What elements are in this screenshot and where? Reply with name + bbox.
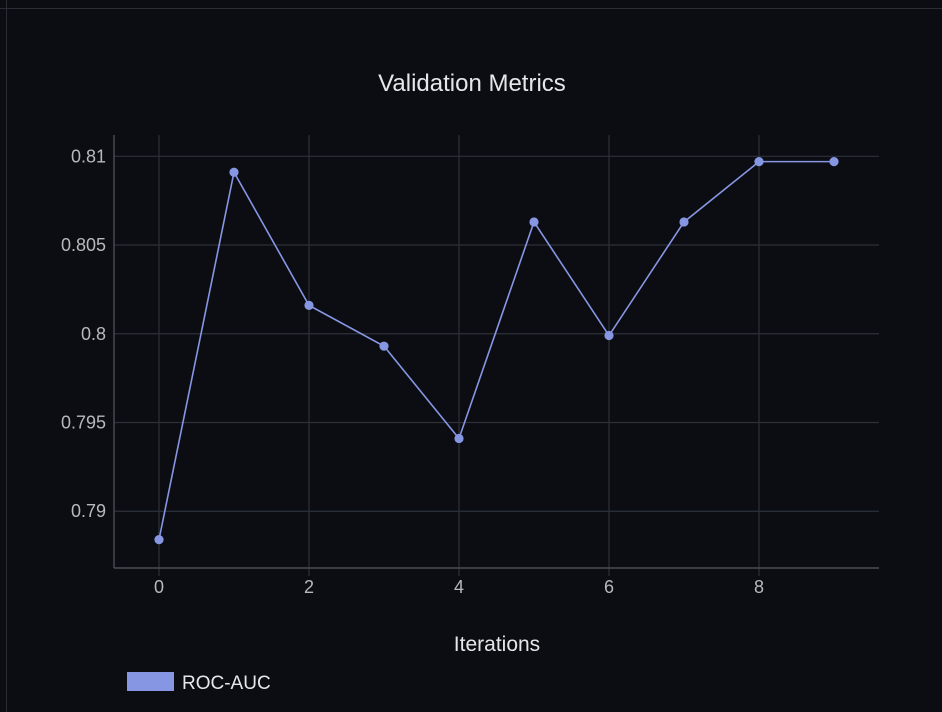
data-point-5[interactable]	[529, 217, 539, 227]
x-tick-label-3: 6	[604, 577, 614, 597]
grid	[114, 135, 879, 576]
y-tick-label-2: 0.8	[81, 324, 106, 344]
x-tick-label-2: 4	[454, 577, 464, 597]
data-point-1[interactable]	[229, 167, 239, 177]
data-point-0[interactable]	[154, 535, 164, 545]
x-tick-label-0: 0	[154, 577, 164, 597]
legend[interactable]: ROC-AUC	[127, 672, 271, 694]
y-tick-label-1: 0.795	[61, 412, 106, 432]
series-line-roc-auc	[158, 160, 834, 540]
y-tick-label-0: 0.79	[71, 501, 106, 521]
x-tick-label-1: 2	[304, 577, 314, 597]
axes	[113, 135, 879, 569]
data-point-8[interactable]	[754, 157, 764, 167]
y-axis-ticks: 0.79 0.795 0.8 0.805 0.81	[61, 146, 106, 521]
legend-label-roc-auc[interactable]: ROC-AUC	[182, 673, 271, 694]
data-point-3[interactable]	[379, 341, 389, 351]
data-point-9[interactable]	[829, 157, 839, 167]
data-point-7[interactable]	[679, 217, 689, 227]
y-tick-label-4: 0.81	[71, 146, 106, 166]
x-axis-ticks: 0 2 4 6 8	[154, 577, 764, 597]
data-point-4[interactable]	[454, 433, 464, 444]
legend-swatch-roc-auc[interactable]	[127, 672, 174, 691]
chart-title: Validation Metrics	[378, 70, 566, 97]
series-layer	[154, 157, 839, 545]
panel-left-border	[6, 0, 7, 712]
x-tick-label-4: 8	[754, 577, 764, 597]
x-axis-label: Iterations	[454, 633, 540, 656]
panel-top-border	[0, 8, 942, 9]
y-tick-label-3: 0.805	[61, 235, 106, 255]
data-point-6[interactable]	[604, 330, 614, 341]
data-point-2[interactable]	[304, 300, 314, 310]
